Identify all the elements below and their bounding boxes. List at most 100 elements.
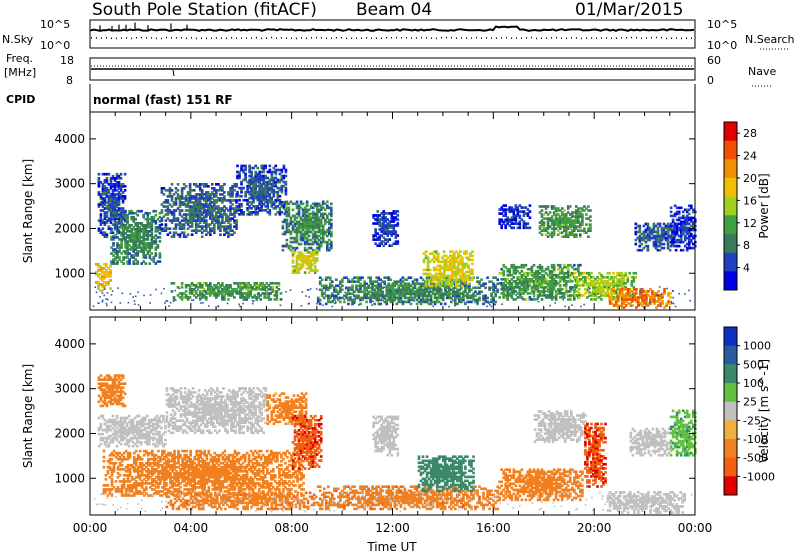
power-cell (227, 225, 230, 228)
power-cell (278, 200, 282, 204)
power-cell (111, 183, 115, 186)
power-cell (330, 242, 333, 246)
power-cell (508, 280, 512, 283)
power-cell (281, 220, 285, 224)
power-cell (209, 195, 212, 198)
power-cell (180, 296, 184, 299)
power-cell (146, 234, 150, 237)
power-cell (301, 236, 305, 240)
power-cell (274, 200, 278, 204)
power-cell (488, 288, 491, 292)
power-cell (328, 222, 331, 226)
power-cell (669, 206, 673, 210)
power-cell (394, 218, 398, 221)
power-cell (538, 278, 542, 281)
power-cell (205, 282, 208, 285)
power-cell (558, 269, 562, 273)
power-cell (638, 244, 642, 248)
power-cell (438, 266, 442, 270)
power-cell (386, 212, 390, 215)
power-cell (117, 197, 121, 200)
power-cell (268, 186, 272, 190)
power-cell (97, 287, 100, 290)
power-cell (154, 246, 158, 249)
power-cell (305, 240, 309, 244)
power-cell (272, 207, 276, 210)
power-cell (606, 280, 609, 283)
power-cell (248, 164, 251, 168)
power-cell (379, 282, 383, 286)
power-cell (200, 211, 204, 214)
power-cell (592, 290, 595, 293)
power-cell (99, 203, 103, 206)
power-cell (500, 267, 504, 271)
power-cell (182, 213, 186, 216)
power-cell (351, 280, 354, 284)
power-cell (500, 288, 504, 291)
power-cell (562, 294, 566, 297)
power-cell (600, 273, 603, 277)
power-cell (645, 296, 648, 299)
power-cell (349, 298, 352, 302)
power-cell (245, 292, 248, 295)
power-cell (205, 221, 208, 224)
power-cell (558, 209, 562, 212)
power-cell (394, 234, 398, 237)
power-cell (363, 286, 366, 290)
power-cell (262, 176, 266, 180)
power-cell (453, 264, 456, 268)
power-cell (492, 296, 495, 300)
power-cell (391, 296, 395, 300)
power-cell (685, 208, 689, 212)
power-cell (636, 248, 640, 252)
power-cell (466, 292, 469, 296)
power-cell (221, 197, 224, 200)
power-cell (221, 213, 224, 216)
power-cell (451, 276, 454, 280)
power-cell (436, 264, 440, 268)
power-cell (506, 269, 510, 273)
power-cell (209, 223, 212, 226)
power-cell (451, 282, 454, 286)
power-cell (301, 222, 305, 226)
power-cell (170, 219, 174, 222)
power-cell (687, 246, 691, 250)
power-cell (461, 272, 464, 276)
power-cell (345, 276, 348, 280)
power-cell (441, 296, 445, 300)
power-cell (132, 248, 136, 251)
power-cell (134, 230, 138, 233)
power-cell (101, 187, 105, 190)
power-cell (246, 207, 249, 210)
power-cell (238, 194, 241, 198)
power-cell (241, 286, 244, 289)
power-cell (644, 236, 648, 240)
power-cell (136, 230, 140, 233)
power-cell (629, 302, 632, 305)
power-cell (665, 304, 668, 307)
power-cell (506, 222, 510, 226)
power-cell (369, 296, 372, 300)
power-cell (217, 282, 220, 285)
power-cell (198, 197, 202, 200)
power-cell (562, 271, 566, 275)
power-cell (648, 230, 652, 234)
power-cell (438, 276, 442, 280)
power-cell (132, 236, 136, 239)
power-cell (200, 205, 204, 208)
power-cell (461, 276, 464, 280)
power-cell (209, 286, 212, 289)
power-cell (442, 258, 446, 262)
power-cell (284, 180, 288, 184)
power-cell (242, 213, 245, 216)
power-cell (198, 213, 202, 216)
power-cell (258, 176, 262, 180)
power-cell (608, 282, 611, 285)
power-cell (291, 259, 295, 262)
power-cell (359, 284, 362, 288)
power-cell (113, 215, 117, 218)
power-cell (95, 263, 98, 266)
power-cell (126, 262, 129, 265)
power-cell (309, 246, 313, 250)
power-cell (254, 176, 258, 180)
